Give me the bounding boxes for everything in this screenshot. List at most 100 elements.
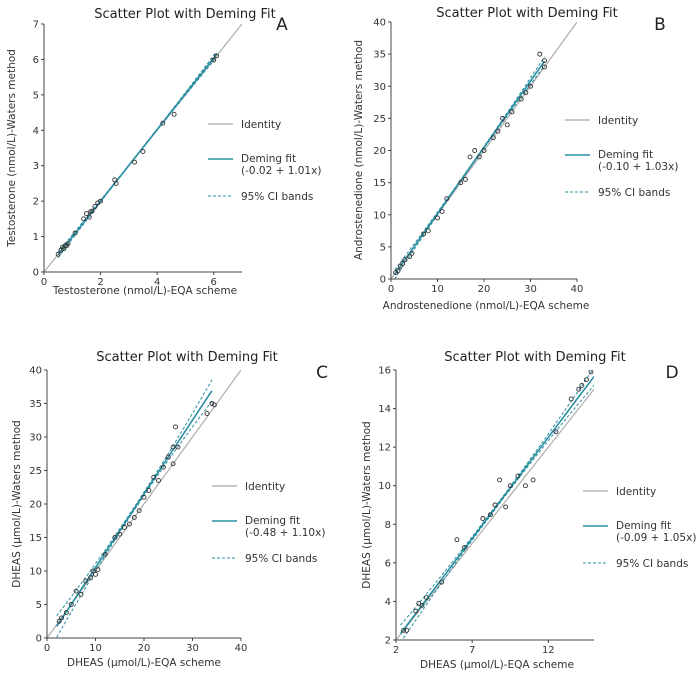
data-point bbox=[113, 180, 119, 186]
x-tick-label: 40 bbox=[235, 643, 248, 654]
x-axis-label: DHEAS (µmol/L)-EQA scheme bbox=[420, 659, 574, 671]
y-tick-label: 5 bbox=[36, 600, 42, 611]
chart-panel-b: Scatter Plot with Deming Fit B 0 10 20 30 40 0 5… bbox=[353, 6, 678, 312]
deming-fit-line bbox=[394, 60, 546, 275]
data-point bbox=[204, 411, 210, 416]
x-tick-label: 30 bbox=[524, 284, 537, 295]
data-point bbox=[500, 115, 506, 121]
ci-band-upper bbox=[400, 370, 594, 626]
y-tick-label: 1 bbox=[33, 232, 39, 243]
y-axis-label: DHEAS (µmol/L)-Waters method bbox=[11, 420, 23, 587]
panel-letter: C bbox=[316, 363, 328, 383]
data-point bbox=[92, 204, 98, 209]
chart-title: Scatter Plot with Deming Fit bbox=[444, 350, 626, 365]
x-axis-label: DHEAS (µmol/L)-EQA scheme bbox=[67, 657, 221, 669]
data-point bbox=[444, 196, 450, 202]
x-tick-label: 7 bbox=[469, 645, 475, 656]
data-point bbox=[81, 216, 87, 222]
y-tick-label: 15 bbox=[373, 178, 386, 189]
plot-area bbox=[44, 24, 242, 272]
data-point bbox=[462, 176, 468, 182]
data-point bbox=[132, 159, 137, 165]
legend-identity-label: Identity bbox=[598, 115, 638, 127]
data-point bbox=[537, 51, 543, 57]
x-tick-label: 2 bbox=[393, 645, 399, 656]
data-point bbox=[583, 377, 589, 383]
data-point bbox=[409, 250, 415, 256]
y-tick-label: 6 bbox=[385, 558, 391, 569]
data-point bbox=[95, 567, 101, 573]
data-point bbox=[528, 83, 533, 89]
data-point bbox=[404, 627, 410, 633]
legend-fit-label: Deming fit bbox=[241, 153, 296, 165]
panel-letter: A bbox=[276, 15, 288, 35]
plot-area bbox=[47, 370, 241, 638]
data-point bbox=[542, 64, 547, 70]
y-axis-label: DHEAS (µmol/L)-Waters method bbox=[361, 421, 373, 588]
y-tick-label: 15 bbox=[29, 533, 42, 544]
y-tick-label: 10 bbox=[373, 210, 386, 221]
y-tick-label: 6 bbox=[33, 55, 39, 66]
data-point bbox=[88, 575, 94, 581]
data-point bbox=[458, 180, 464, 186]
data-point bbox=[480, 516, 486, 521]
x-tick-label: 30 bbox=[186, 643, 199, 654]
x-tick-label: 12 bbox=[542, 645, 555, 656]
data-point bbox=[542, 58, 547, 63]
legend-fit-equation: (-0.09 + 1.05x) bbox=[616, 532, 696, 544]
y-tick-label: 35 bbox=[373, 50, 386, 61]
legend-fit-label: Deming fit bbox=[616, 520, 671, 532]
data-point bbox=[55, 251, 61, 257]
data-point bbox=[141, 494, 147, 500]
data-point bbox=[173, 424, 178, 430]
identity-line bbox=[396, 388, 594, 640]
data-point bbox=[490, 135, 496, 141]
legend-fit-label: Deming fit bbox=[245, 515, 300, 527]
y-tick-label: 20 bbox=[29, 500, 42, 511]
chart-title: Scatter Plot with Deming Fit bbox=[94, 7, 276, 22]
legend-fit-equation: (-0.02 + 1.01x) bbox=[241, 165, 321, 177]
data-point bbox=[131, 514, 137, 520]
data-point bbox=[462, 544, 467, 550]
legend-identity-label: Identity bbox=[616, 486, 656, 498]
y-tick-label: 35 bbox=[29, 399, 42, 410]
panel-letter: D bbox=[665, 363, 678, 383]
x-tick-label: 10 bbox=[431, 284, 444, 295]
data-point bbox=[56, 618, 62, 624]
plot-area bbox=[396, 370, 594, 640]
data-point bbox=[401, 627, 407, 633]
ci-band-lower bbox=[57, 56, 217, 258]
data-point bbox=[214, 53, 219, 59]
data-point bbox=[63, 610, 69, 615]
chart-panel-d: Scatter Plot with Deming Fit D 2 7 12 2 4 6 8 10 1… bbox=[361, 350, 696, 671]
data-point bbox=[160, 464, 166, 470]
legend-identity-label: Identity bbox=[241, 119, 281, 131]
data-point bbox=[435, 215, 440, 221]
data-point bbox=[102, 551, 108, 557]
data-point bbox=[140, 149, 146, 154]
ci-band-upper bbox=[56, 379, 213, 617]
data-point bbox=[78, 592, 84, 597]
legend: Identity Deming fit(-0.02 + 1.01x) 95% CI … bbox=[208, 119, 321, 203]
y-tick-label: 40 bbox=[373, 18, 386, 29]
y-tick-label: 2 bbox=[385, 636, 391, 647]
x-axis-label: Androstenedione (nmol/L)-EQA scheme bbox=[383, 300, 590, 312]
data-point bbox=[209, 401, 215, 406]
y-tick-label: 14 bbox=[378, 404, 391, 415]
y-tick-label: 4 bbox=[33, 126, 39, 137]
data-point bbox=[59, 615, 64, 621]
y-tick-label: 3 bbox=[33, 161, 39, 172]
data-point bbox=[504, 122, 510, 128]
data-point bbox=[170, 461, 176, 467]
data-point bbox=[492, 502, 498, 508]
data-point bbox=[126, 521, 132, 527]
x-tick-label: 20 bbox=[138, 643, 151, 654]
data-point bbox=[588, 370, 594, 375]
y-tick-label: 30 bbox=[373, 82, 386, 93]
chart-panel-c: Scatter Plot with Deming Fit C 0 10 20 30 40 0 5… bbox=[11, 350, 328, 669]
x-tick-label: 4 bbox=[154, 277, 160, 288]
data-point bbox=[568, 396, 574, 402]
data-point bbox=[165, 454, 171, 460]
